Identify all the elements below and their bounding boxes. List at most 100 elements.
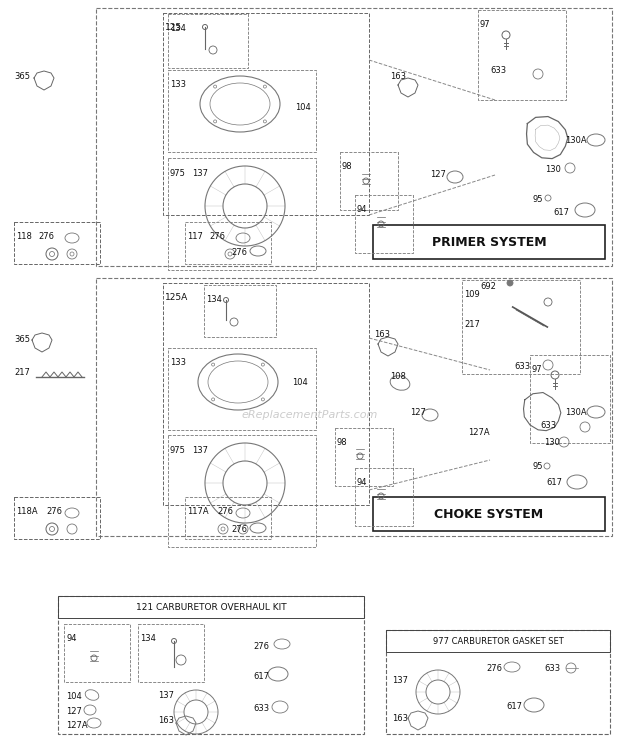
Text: 975: 975 <box>170 169 186 178</box>
Bar <box>373 497 605 531</box>
Text: 94: 94 <box>66 634 76 643</box>
Text: 127A: 127A <box>66 721 87 730</box>
Text: 97: 97 <box>480 20 490 29</box>
Text: 975: 975 <box>170 446 186 455</box>
Text: 95: 95 <box>533 195 544 204</box>
Text: PRIMER SYSTEM: PRIMER SYSTEM <box>432 236 546 248</box>
Text: 276: 276 <box>231 248 247 257</box>
Bar <box>355 195 413 253</box>
Bar <box>204 285 276 337</box>
Text: 617: 617 <box>546 478 562 487</box>
Text: 97: 97 <box>532 365 542 374</box>
Text: 134: 134 <box>206 295 222 304</box>
Text: 617: 617 <box>553 208 569 217</box>
Text: 109: 109 <box>464 290 480 299</box>
Bar <box>335 428 393 486</box>
Text: 127A: 127A <box>468 428 490 437</box>
Text: 163: 163 <box>390 72 406 81</box>
Text: 633: 633 <box>544 664 560 673</box>
Text: 134: 134 <box>170 24 186 33</box>
Bar <box>340 152 398 210</box>
Bar <box>163 283 369 505</box>
Text: 133: 133 <box>170 358 186 367</box>
Text: 163: 163 <box>392 714 408 723</box>
Text: 137: 137 <box>392 676 408 685</box>
Text: 163: 163 <box>374 330 390 339</box>
Bar <box>14 222 100 264</box>
Bar <box>373 225 605 259</box>
Text: 137: 137 <box>158 691 174 700</box>
Bar <box>168 70 316 152</box>
Text: 633: 633 <box>514 362 530 371</box>
Bar <box>386 630 610 734</box>
Text: 95: 95 <box>533 462 544 471</box>
Text: 633: 633 <box>253 704 269 713</box>
Text: 121 CARBURETOR OVERHAUL KIT: 121 CARBURETOR OVERHAUL KIT <box>136 603 286 612</box>
Text: 365: 365 <box>14 72 30 81</box>
Text: 117A: 117A <box>187 507 208 516</box>
Bar <box>64 624 130 682</box>
Text: 98: 98 <box>342 162 353 171</box>
Bar <box>168 435 316 547</box>
Text: 104: 104 <box>66 692 82 701</box>
Text: 276: 276 <box>209 232 225 241</box>
Text: 276: 276 <box>217 507 233 516</box>
Text: 137: 137 <box>192 446 208 455</box>
Text: 104: 104 <box>295 103 311 112</box>
Text: 108: 108 <box>390 372 406 381</box>
Text: 276: 276 <box>38 232 54 241</box>
Text: 94: 94 <box>357 205 368 214</box>
Text: 276: 276 <box>486 664 502 673</box>
Bar <box>96 278 612 536</box>
Text: 617: 617 <box>253 672 269 681</box>
Bar <box>58 596 364 734</box>
Text: CHOKE SYSTEM: CHOKE SYSTEM <box>435 507 544 521</box>
Text: 117: 117 <box>187 232 203 241</box>
Text: 104: 104 <box>292 377 308 386</box>
Bar <box>96 8 612 266</box>
Circle shape <box>507 280 513 286</box>
Bar <box>168 158 316 270</box>
Text: 633: 633 <box>540 421 556 430</box>
Text: 276: 276 <box>253 642 269 651</box>
Text: 134: 134 <box>140 634 156 643</box>
Bar <box>530 355 610 443</box>
Text: 127: 127 <box>430 170 446 179</box>
Bar <box>14 497 100 539</box>
Bar <box>168 14 248 68</box>
Text: 127: 127 <box>66 707 82 716</box>
Bar <box>355 468 413 526</box>
Text: 365: 365 <box>14 335 30 344</box>
Text: 977 CARBURETOR GASKET SET: 977 CARBURETOR GASKET SET <box>433 637 564 646</box>
Text: 118: 118 <box>16 232 32 241</box>
Bar <box>185 222 271 264</box>
Text: 276: 276 <box>231 525 247 534</box>
Text: 130A: 130A <box>565 136 587 145</box>
Text: 217: 217 <box>14 368 30 377</box>
Text: 94: 94 <box>357 478 368 487</box>
Bar <box>58 596 364 618</box>
Text: 617: 617 <box>506 702 522 711</box>
Text: 127: 127 <box>410 408 426 417</box>
Text: 125: 125 <box>165 23 182 32</box>
Bar <box>168 348 316 430</box>
Text: 130: 130 <box>544 438 560 447</box>
Bar <box>163 13 369 215</box>
Bar <box>462 280 580 374</box>
Text: 276: 276 <box>46 507 62 516</box>
Text: eReplacementParts.com: eReplacementParts.com <box>242 410 378 420</box>
Text: 692: 692 <box>480 282 496 291</box>
Text: 118A: 118A <box>16 507 38 516</box>
Bar <box>185 497 271 539</box>
Text: 130: 130 <box>545 165 561 174</box>
Text: 633: 633 <box>490 66 506 75</box>
Text: 217: 217 <box>464 320 480 329</box>
Bar <box>386 630 610 652</box>
Bar <box>478 10 566 100</box>
Text: 130A: 130A <box>565 408 587 417</box>
Bar <box>138 624 204 682</box>
Text: 163: 163 <box>158 716 174 725</box>
Text: 125A: 125A <box>165 293 188 302</box>
Text: 133: 133 <box>170 80 186 89</box>
Text: 137: 137 <box>192 169 208 178</box>
